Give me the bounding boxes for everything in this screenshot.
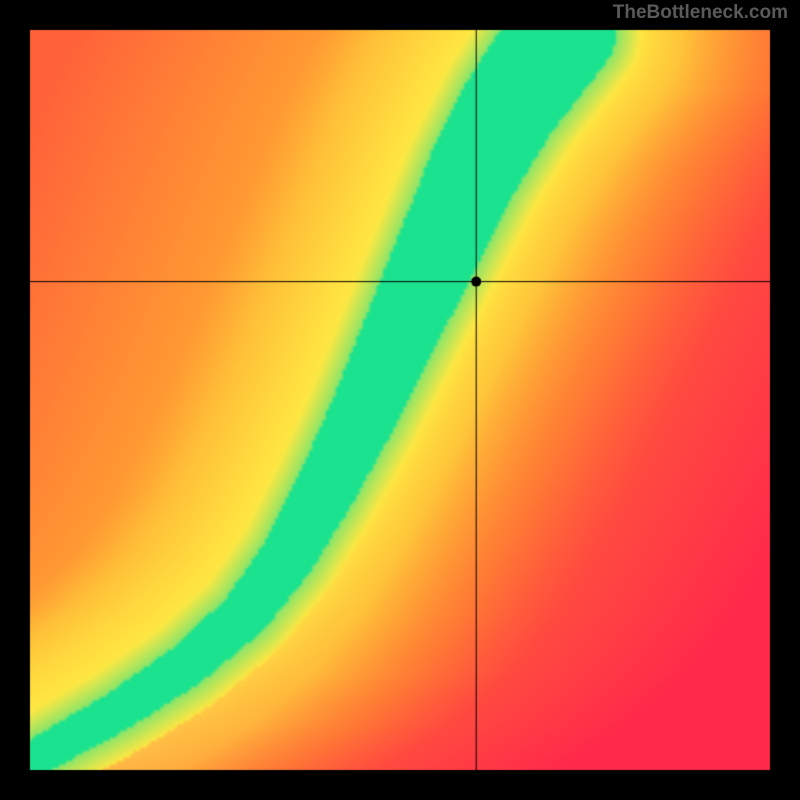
chart-container: TheBottleneck.com xyxy=(0,0,800,800)
heatmap-canvas xyxy=(0,0,800,800)
watermark-text: TheBottleneck.com xyxy=(613,2,788,24)
